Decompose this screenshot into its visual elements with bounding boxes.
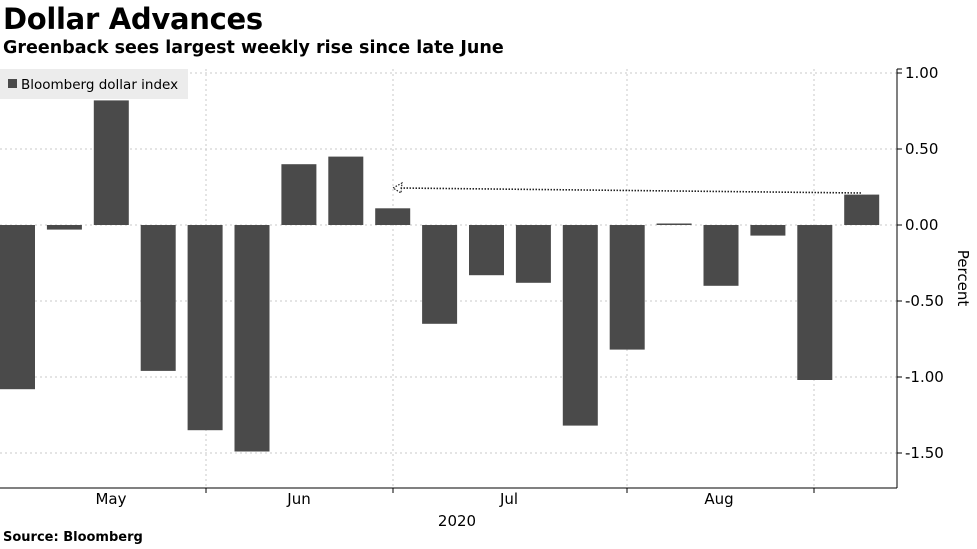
axes: 1.00 0.50 0.00 -0.50 -1.00 -1.50 Percent May Jun…: [0, 64, 972, 530]
y-tick-label: 1.00: [905, 64, 938, 82]
bar: [46, 225, 82, 230]
legend: Bloomberg dollar index: [0, 69, 188, 99]
y-tick-label: -1.00: [905, 368, 944, 386]
bar: [328, 156, 364, 225]
bar: [234, 225, 270, 452]
y-tick-label: -1.50: [905, 444, 944, 462]
x-axis-year-label: 2020: [438, 512, 476, 530]
annotation-arrow-head: [391, 181, 403, 195]
bar: [140, 225, 176, 371]
legend-label: Bloomberg dollar index: [21, 77, 178, 93]
bar: [609, 225, 645, 350]
y-tick-label: -0.50: [905, 292, 944, 310]
x-tick-label: Aug: [704, 490, 733, 508]
bar: [281, 164, 317, 225]
bar: [375, 208, 411, 225]
legend-swatch: [8, 79, 17, 88]
annotation-arrow-line: [399, 187, 862, 194]
y-tick-label: 0.50: [905, 140, 938, 158]
bar: [750, 225, 786, 236]
legend-background: [0, 69, 188, 99]
bar: [562, 225, 598, 426]
bar: [469, 225, 504, 276]
bar: [93, 100, 129, 225]
bar: [422, 225, 458, 324]
source-note: Source: Bloomberg: [3, 530, 143, 545]
bar: [656, 223, 692, 225]
bar: [844, 194, 880, 225]
x-tick-label: Jul: [499, 490, 518, 508]
bar: [703, 225, 739, 286]
annotation: [391, 181, 862, 195]
bar: [797, 225, 833, 380]
x-tick-label: Jun: [286, 490, 310, 508]
bars: [0, 100, 880, 452]
y-axis-title: Percent: [954, 250, 972, 307]
chart-title: Dollar Advances: [3, 2, 263, 36]
bar: [515, 225, 551, 283]
chart-subtitle: Greenback sees largest weekly rise since…: [3, 38, 504, 58]
y-tick-label: 0.00: [905, 216, 938, 234]
x-tick-label: May: [95, 490, 126, 508]
bar: [187, 225, 223, 431]
bar: [0, 225, 35, 390]
